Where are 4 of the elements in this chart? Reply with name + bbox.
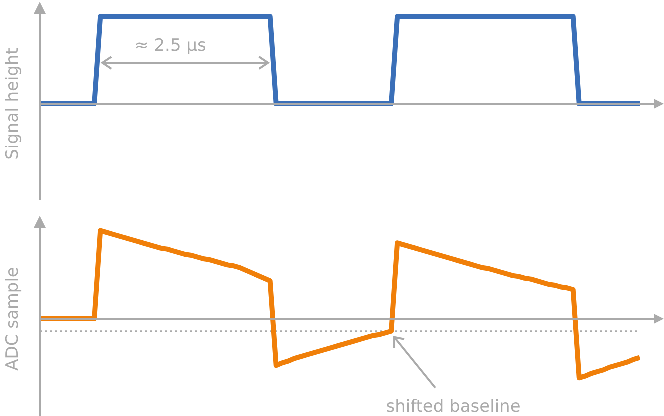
text: shifted baseline [386, 397, 521, 416]
annotation: ≈ 2.5 µs [134, 36, 207, 56]
y-axis-title: Signal height [3, 48, 24, 160]
y-axis-title: ADC sample [3, 267, 24, 371]
